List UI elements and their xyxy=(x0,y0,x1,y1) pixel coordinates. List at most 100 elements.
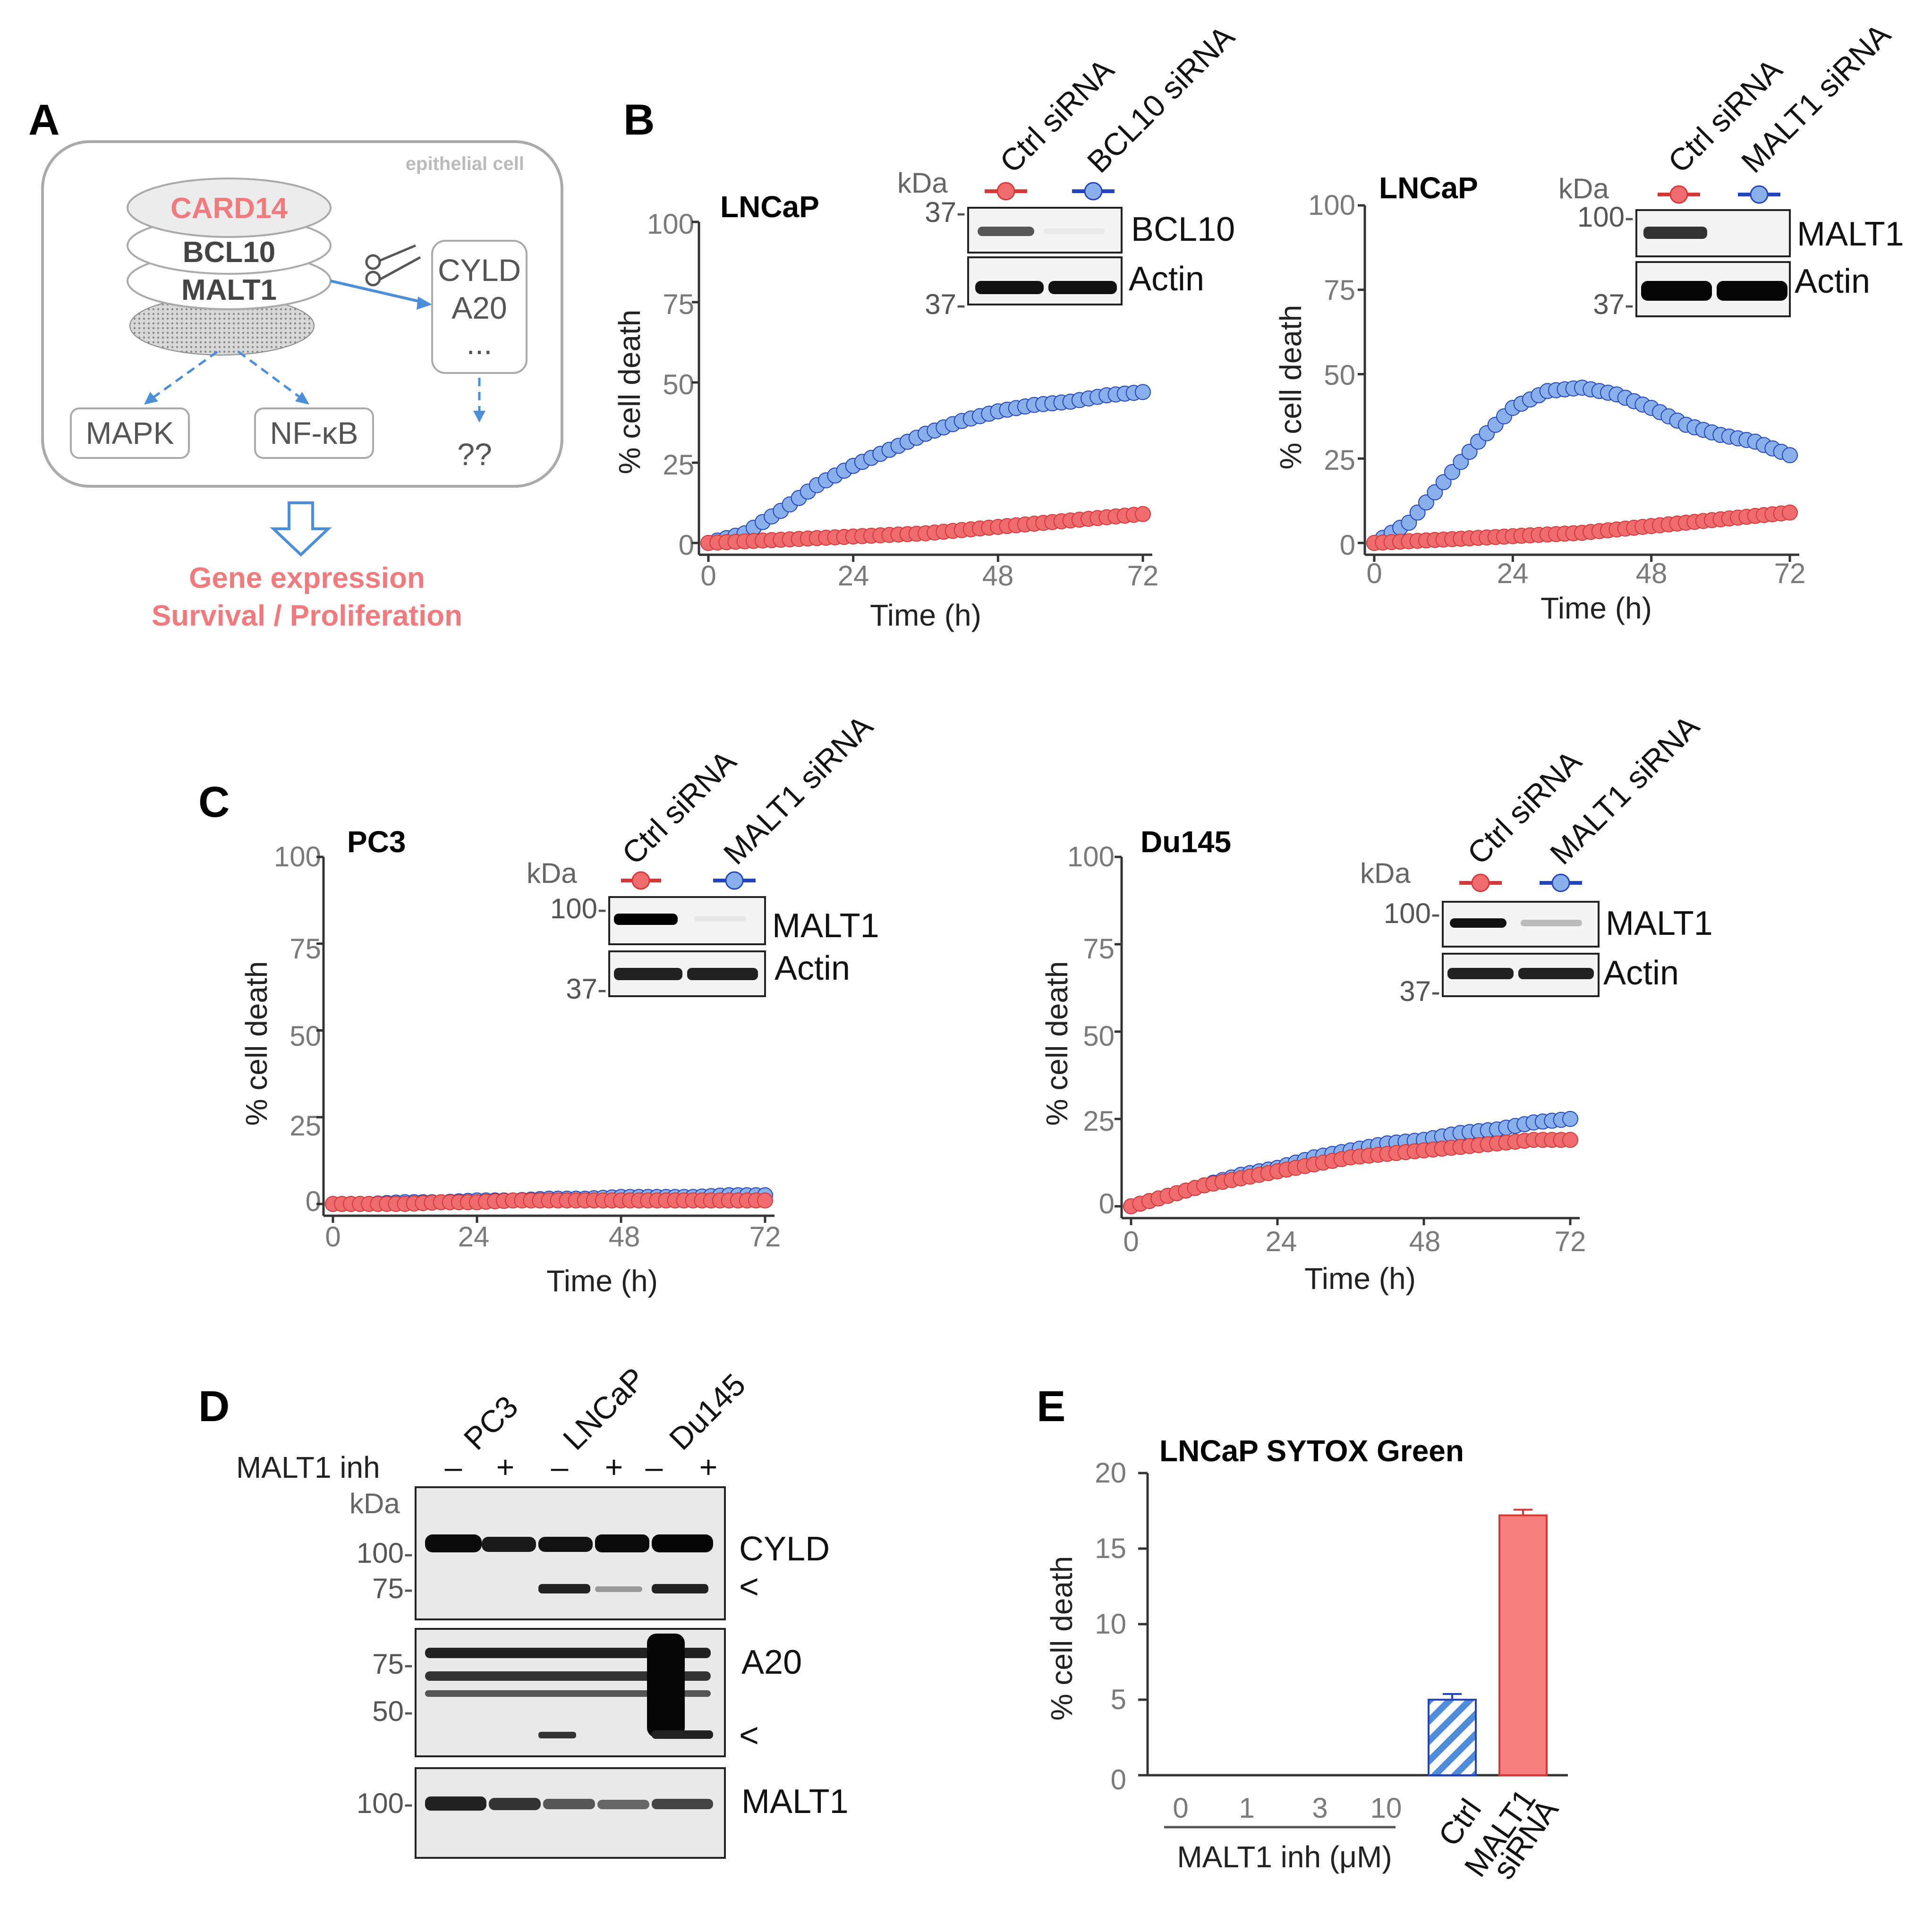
treatment-signs: – + – + – + xyxy=(445,1449,718,1484)
mw-marker: 37- xyxy=(1593,288,1634,320)
data-point xyxy=(1135,506,1151,522)
dose-ticks: 0 1 3 10 xyxy=(1173,1792,1402,1824)
y-tick: 50 xyxy=(1083,1020,1115,1052)
cleavage-marker: < xyxy=(739,1568,759,1606)
mw-marker: 37- xyxy=(925,196,966,228)
malt1-blot xyxy=(415,1767,726,1859)
treatment-sign: + xyxy=(699,1449,718,1484)
cyld-blot xyxy=(415,1486,726,1620)
dose-tick: 0 xyxy=(1173,1792,1188,1824)
blot-label: Actin xyxy=(1129,260,1204,298)
y-axis-label: % cell death xyxy=(1274,305,1308,470)
cleavage-marker: < xyxy=(739,1717,759,1754)
result-line-1: Gene expression xyxy=(189,562,425,594)
y-ticks: 20 15 10 5 0 xyxy=(1095,1457,1126,1796)
mw-marker: 100- xyxy=(1577,201,1634,233)
y-tick: 25 xyxy=(1324,444,1355,476)
epithelial-cell-outline xyxy=(41,140,563,488)
y-tick: 10 xyxy=(1095,1608,1126,1640)
blot-label: CYLD xyxy=(739,1530,830,1568)
y-axis-label: % cell death xyxy=(1040,961,1074,1126)
mapk-label: MAPK xyxy=(85,415,174,450)
cleavage-arrowhead xyxy=(417,296,432,310)
x-tick: 72 xyxy=(1774,558,1806,589)
x-axis-label: Time (h) xyxy=(870,598,981,632)
dose-tick: 3 xyxy=(1312,1792,1328,1824)
y-ticks: 100 75 50 25 0 xyxy=(1308,189,1355,561)
mapk-box xyxy=(70,407,190,459)
panel-letter-a: A xyxy=(28,96,60,144)
lane-label: BCL10 siRNA xyxy=(1081,19,1241,179)
kda-label: kDa xyxy=(1360,857,1411,889)
y-tick: 75 xyxy=(289,933,321,965)
blot-label: A20 xyxy=(741,1643,802,1681)
band xyxy=(1521,920,1582,926)
y-tick: 50 xyxy=(289,1020,321,1052)
dose-tick: 1 xyxy=(1239,1792,1254,1824)
x-tick: 48 xyxy=(609,1221,640,1253)
y-tick: 75 xyxy=(1324,274,1355,306)
x-ticks: 0 24 48 72 xyxy=(700,560,1158,592)
y-tick: 50 xyxy=(1324,359,1355,391)
treatment-sign: – xyxy=(646,1449,663,1484)
x-tick: 24 xyxy=(838,560,869,592)
chart-title: LNCaP xyxy=(1379,171,1478,205)
data-point xyxy=(1562,1111,1578,1127)
y-tick: 0 xyxy=(1099,1188,1115,1220)
y-tick: 0 xyxy=(1340,529,1355,561)
bcl10-label: BCL10 xyxy=(183,236,275,269)
mapk-arrowhead xyxy=(144,392,158,405)
panel-letter-e: E xyxy=(1037,1382,1065,1431)
x-tick: 0 xyxy=(700,560,716,592)
x-tick: 48 xyxy=(1636,558,1668,589)
x-tick: 24 xyxy=(458,1221,490,1253)
mw-marker: 37- xyxy=(1399,975,1440,1007)
y-ticks: 100 75 50 25 0 xyxy=(274,841,321,1217)
y-tick: 100 xyxy=(274,841,321,873)
band xyxy=(614,968,682,980)
treatment-sign: – xyxy=(551,1449,569,1484)
x-tick: 0 xyxy=(325,1221,340,1253)
treatment-sign: + xyxy=(605,1449,623,1484)
y-tick: 0 xyxy=(306,1186,321,1217)
blot-b-right: Ctrl siRNA MALT1 siRNA kDa 100- 37- MALT… xyxy=(1558,17,1904,320)
blot-label: Actin xyxy=(775,949,850,987)
blot-label: MALT1 xyxy=(772,907,879,945)
treatment-sign: + xyxy=(496,1449,515,1484)
cyld-bands xyxy=(425,1534,713,1593)
x-tick: 0 xyxy=(1366,558,1382,589)
malt1-bands xyxy=(425,1796,713,1811)
legend-knockdown-marker xyxy=(1072,182,1115,201)
mw-marker: 100- xyxy=(357,1537,413,1569)
data-point xyxy=(1562,1132,1578,1148)
y-tick: 100 xyxy=(1308,189,1355,221)
nfkb-arrowhead xyxy=(295,392,309,405)
blot-b-left: Ctrl siRNA BCL10 siRNA kDa 37- 37- BCL10… xyxy=(897,19,1241,320)
x-tick: 72 xyxy=(749,1221,781,1253)
a20-bands xyxy=(425,1634,713,1739)
band xyxy=(1044,229,1105,234)
legend-knockdown-marker xyxy=(713,871,756,890)
substrate-a20: A20 xyxy=(451,290,507,325)
substrate-cyld: CYLD xyxy=(438,253,521,288)
blot-label: Actin xyxy=(1795,263,1870,300)
unknown-output-label: ?? xyxy=(457,437,492,472)
band xyxy=(694,916,746,922)
y-tick: 50 xyxy=(663,369,694,400)
y-tick: 20 xyxy=(1095,1457,1126,1489)
legend-ctrl-marker xyxy=(1658,185,1700,204)
legend-knockdown-marker xyxy=(1738,185,1780,204)
cell-line-label: LNCaP xyxy=(556,1361,652,1457)
band xyxy=(1518,968,1594,979)
chart-e: LNCaP SYTOX Green 20 15 10 5 0 0 1 3 10 … xyxy=(1045,1434,1568,1885)
bar xyxy=(1498,1514,1548,1777)
x-tick: 72 xyxy=(1127,560,1159,592)
blot-label: BCL10 xyxy=(1131,211,1235,248)
y-ticks: 100 75 50 25 0 xyxy=(1067,841,1115,1220)
y-tick: 25 xyxy=(289,1110,321,1142)
chart-title: LNCaP xyxy=(720,190,819,224)
y-tick: 100 xyxy=(647,208,694,240)
y-tick: 25 xyxy=(663,449,694,481)
mw-marker: 75- xyxy=(372,1648,413,1680)
blot-label: Actin xyxy=(1603,954,1679,992)
